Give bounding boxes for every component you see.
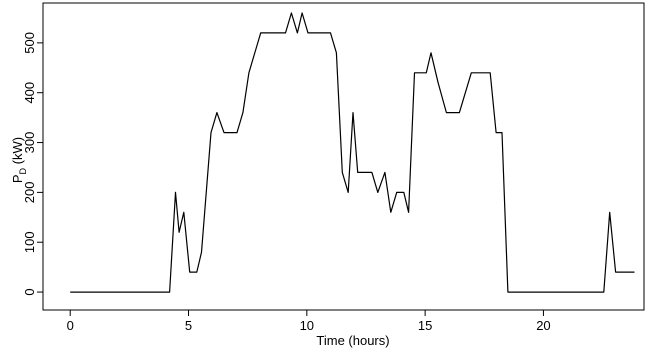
- y-axis-title-unit: (kW): [10, 137, 25, 168]
- y-axis-title: PD (kW): [10, 137, 28, 183]
- x-axis-title: Time (hours): [316, 333, 389, 348]
- x-tick-label: 15: [418, 318, 432, 333]
- x-tick-label: 10: [300, 318, 314, 333]
- series-line: [70, 12, 635, 293]
- x-tick-label: 20: [536, 318, 550, 333]
- y-tick-label: 400: [22, 82, 37, 104]
- plot-frame: [42, 2, 645, 311]
- y-axis-title-main: P: [10, 174, 25, 183]
- y-tick-label: 500: [22, 32, 37, 54]
- x-tick-label: 0: [67, 318, 74, 333]
- y-tick-label: 300: [22, 132, 37, 154]
- y-tick-label: 100: [22, 231, 37, 253]
- y-tick-label: 0: [22, 288, 37, 295]
- y-tick-label: 200: [22, 182, 37, 204]
- y-axis-title-subscript: D: [18, 167, 28, 174]
- y-axis: 0 100 200 300 400 500: [22, 32, 43, 296]
- x-tick-label: 5: [185, 318, 192, 333]
- x-axis: 0 5 10 15 20: [67, 310, 551, 333]
